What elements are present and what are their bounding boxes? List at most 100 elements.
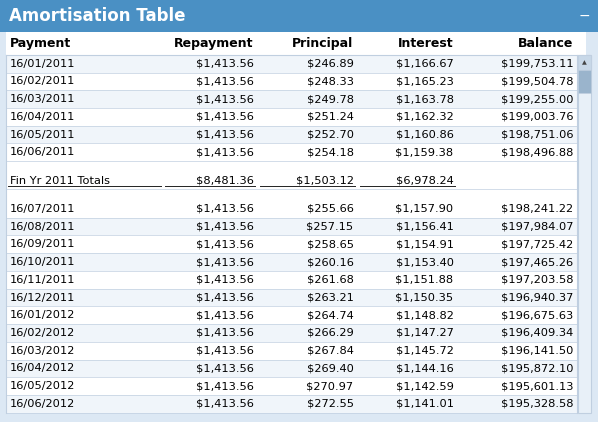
Text: $198,496.88: $198,496.88 — [501, 147, 573, 157]
Text: 16/04/2012: 16/04/2012 — [10, 363, 75, 373]
FancyBboxPatch shape — [578, 70, 590, 93]
Text: $1,413.56: $1,413.56 — [196, 239, 254, 249]
Text: $257.15: $257.15 — [307, 222, 353, 232]
FancyBboxPatch shape — [6, 90, 577, 108]
Text: $266.29: $266.29 — [307, 328, 353, 338]
FancyBboxPatch shape — [6, 235, 577, 253]
FancyBboxPatch shape — [6, 55, 577, 73]
Text: $1,413.56: $1,413.56 — [196, 76, 254, 87]
FancyBboxPatch shape — [6, 189, 577, 200]
Text: $267.84: $267.84 — [307, 346, 353, 356]
Text: $1,503.12: $1,503.12 — [295, 176, 353, 186]
Text: 16/10/2011: 16/10/2011 — [10, 257, 75, 267]
Text: 16/05/2012: 16/05/2012 — [10, 381, 75, 391]
Text: $196,675.63: $196,675.63 — [501, 310, 573, 320]
Text: $196,141.50: $196,141.50 — [501, 346, 573, 356]
Text: $1,413.56: $1,413.56 — [196, 346, 254, 356]
Text: $199,753.11: $199,753.11 — [501, 59, 573, 69]
Text: $249.78: $249.78 — [307, 94, 353, 104]
Text: $1,413.56: $1,413.56 — [196, 147, 254, 157]
Text: Interest: Interest — [398, 37, 453, 50]
Text: $1,157.90: $1,157.90 — [395, 204, 453, 214]
Text: $1,413.56: $1,413.56 — [196, 130, 254, 140]
Text: ▲: ▲ — [582, 60, 587, 65]
Text: $1,413.56: $1,413.56 — [196, 94, 254, 104]
Text: 16/01/2011: 16/01/2011 — [10, 59, 75, 69]
FancyBboxPatch shape — [6, 289, 577, 306]
FancyBboxPatch shape — [6, 395, 577, 413]
Text: $1,413.56: $1,413.56 — [196, 112, 254, 122]
FancyBboxPatch shape — [6, 161, 577, 172]
Text: $1,148.82: $1,148.82 — [396, 310, 453, 320]
Text: $197,203.58: $197,203.58 — [501, 275, 573, 285]
Text: 16/07/2011: 16/07/2011 — [10, 204, 75, 214]
FancyBboxPatch shape — [6, 342, 577, 360]
Text: $1,151.88: $1,151.88 — [395, 275, 453, 285]
Text: 16/11/2011: 16/11/2011 — [10, 275, 75, 285]
FancyBboxPatch shape — [6, 73, 577, 90]
Text: 16/12/2011: 16/12/2011 — [10, 292, 75, 303]
FancyBboxPatch shape — [6, 126, 577, 143]
Text: $199,504.78: $199,504.78 — [501, 76, 573, 87]
Text: $198,241.22: $198,241.22 — [501, 204, 573, 214]
Text: $1,166.67: $1,166.67 — [396, 59, 453, 69]
Text: $264.74: $264.74 — [307, 310, 353, 320]
FancyBboxPatch shape — [6, 360, 577, 377]
Text: $255.66: $255.66 — [307, 204, 353, 214]
FancyBboxPatch shape — [6, 306, 577, 324]
Text: $1,150.35: $1,150.35 — [395, 292, 453, 303]
Text: $270.97: $270.97 — [307, 381, 353, 391]
Text: $258.65: $258.65 — [307, 239, 353, 249]
FancyBboxPatch shape — [0, 0, 598, 32]
FancyBboxPatch shape — [6, 200, 577, 218]
Text: Amortisation Table: Amortisation Table — [9, 7, 185, 25]
Text: $254.18: $254.18 — [307, 147, 353, 157]
Text: $1,144.16: $1,144.16 — [396, 363, 453, 373]
Text: $195,872.10: $195,872.10 — [501, 363, 573, 373]
Text: Balance: Balance — [518, 37, 573, 50]
Text: 16/06/2011: 16/06/2011 — [10, 147, 75, 157]
Text: Repayment: Repayment — [174, 37, 254, 50]
Text: 16/06/2012: 16/06/2012 — [10, 399, 75, 409]
Text: $1,413.56: $1,413.56 — [196, 292, 254, 303]
Text: 16/03/2012: 16/03/2012 — [10, 346, 75, 356]
FancyBboxPatch shape — [578, 55, 591, 70]
Text: $1,156.41: $1,156.41 — [396, 222, 453, 232]
FancyBboxPatch shape — [6, 143, 577, 161]
Text: 16/03/2011: 16/03/2011 — [10, 94, 75, 104]
Text: $1,413.56: $1,413.56 — [196, 328, 254, 338]
Text: 16/09/2011: 16/09/2011 — [10, 239, 75, 249]
Text: $1,413.56: $1,413.56 — [196, 204, 254, 214]
FancyBboxPatch shape — [6, 108, 577, 126]
Text: $1,413.56: $1,413.56 — [196, 222, 254, 232]
Text: $252.70: $252.70 — [307, 130, 353, 140]
Text: $248.33: $248.33 — [307, 76, 353, 87]
FancyBboxPatch shape — [578, 55, 591, 413]
Text: $272.55: $272.55 — [307, 399, 353, 409]
Text: 16/04/2011: 16/04/2011 — [10, 112, 75, 122]
Text: $1,145.72: $1,145.72 — [396, 346, 453, 356]
FancyBboxPatch shape — [6, 324, 577, 342]
Text: $195,328.58: $195,328.58 — [501, 399, 573, 409]
FancyBboxPatch shape — [6, 218, 577, 235]
Text: Principal: Principal — [292, 37, 353, 50]
Text: $195,601.13: $195,601.13 — [501, 381, 573, 391]
Text: $1,160.86: $1,160.86 — [396, 130, 453, 140]
Text: $198,751.06: $198,751.06 — [501, 130, 573, 140]
Text: $260.16: $260.16 — [307, 257, 353, 267]
Text: $1,154.91: $1,154.91 — [395, 239, 453, 249]
Text: $1,153.40: $1,153.40 — [395, 257, 453, 267]
Text: $1,147.27: $1,147.27 — [396, 328, 453, 338]
FancyBboxPatch shape — [6, 32, 586, 413]
Text: $197,725.42: $197,725.42 — [501, 239, 573, 249]
FancyBboxPatch shape — [6, 377, 577, 395]
Text: $1,413.56: $1,413.56 — [196, 310, 254, 320]
FancyBboxPatch shape — [6, 172, 577, 189]
Text: $1,413.56: $1,413.56 — [196, 399, 254, 409]
Text: $196,940.37: $196,940.37 — [501, 292, 573, 303]
Text: $199,255.00: $199,255.00 — [501, 94, 573, 104]
Text: $6,978.24: $6,978.24 — [396, 176, 453, 186]
Text: Payment: Payment — [10, 37, 71, 50]
Text: $1,142.59: $1,142.59 — [396, 381, 453, 391]
Text: $1,413.56: $1,413.56 — [196, 59, 254, 69]
